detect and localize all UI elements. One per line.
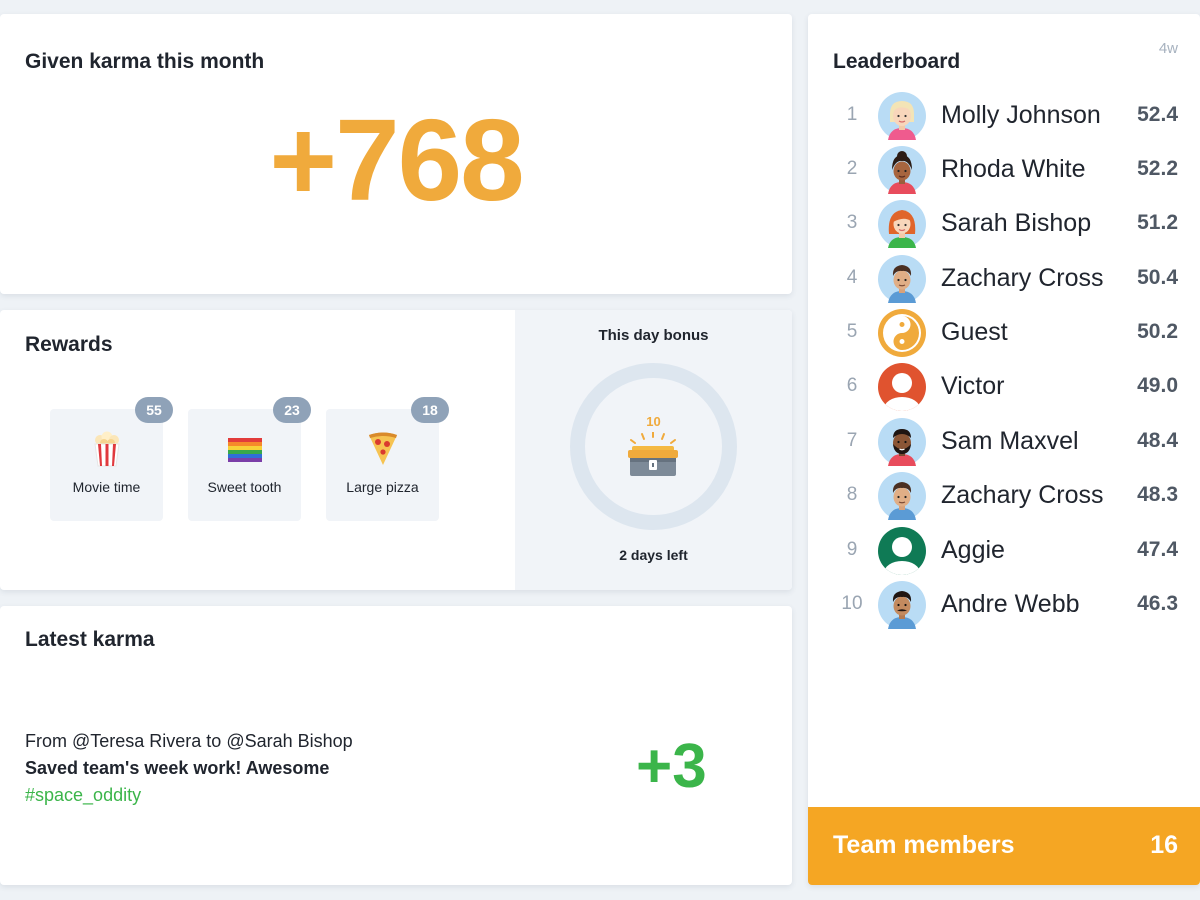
leaderboard-row[interactable]: 6 Victor 49.0 [808, 360, 1200, 414]
karma-value: +768 [269, 95, 524, 225]
pizza-icon [326, 431, 439, 467]
member-score: 50.2 [1137, 320, 1178, 343]
member-score: 50.4 [1137, 266, 1178, 289]
reward-label: Sweet tooth [207, 479, 282, 495]
member-score: 52.4 [1137, 103, 1178, 126]
leaderboard-card: Leaderboard 4w 1 Molly Johnson 52.4 2 [808, 14, 1200, 885]
reward-count-badge: 23 [273, 397, 311, 423]
member-score: 52.2 [1137, 157, 1178, 180]
member-name: Sarah Bishop [941, 209, 1092, 237]
popcorn-icon [50, 431, 163, 467]
default-user-red [878, 363, 926, 411]
latest-karma-card: Latest karma From @Teresa Rivera to @Sar… [0, 606, 792, 885]
leaderboard-row[interactable]: 9 Aggie 47.4 [808, 524, 1200, 578]
rank: 3 [846, 212, 858, 233]
team-members-count: 16 [1150, 831, 1178, 859]
rainbow-flag-icon [188, 431, 301, 467]
member-score: 48.4 [1137, 429, 1178, 452]
member-score: 47.4 [1137, 538, 1178, 561]
default-user-green [878, 527, 926, 575]
rank: 9 [846, 539, 858, 560]
reward-count-badge: 55 [135, 397, 173, 423]
yin-yang-icon [878, 309, 926, 357]
member-score: 46.3 [1137, 592, 1178, 615]
karma-title: Given karma this month [25, 50, 265, 73]
avatar-mustache-man [878, 581, 926, 629]
member-name: Victor [941, 372, 1005, 400]
avatar-bearded-man [878, 418, 926, 466]
bonus-amount: 10 [646, 414, 661, 429]
rank: 5 [846, 321, 858, 342]
reward-count-badge: 18 [411, 397, 449, 423]
karma-from-to: From @Teresa Rivera to @Sarah Bishop [25, 731, 353, 751]
member-name: Andre Webb [941, 590, 1080, 618]
member-name: Zachary Cross [941, 481, 1104, 509]
reward-sweet-tooth[interactable]: Sweet tooth 23 [188, 397, 311, 521]
bonus-title: This day bonus [598, 327, 709, 344]
leaderboard-row[interactable]: 1 Molly Johnson 52.4 [808, 89, 1200, 143]
rank: 2 [846, 158, 858, 179]
member-score: 51.2 [1137, 211, 1178, 234]
bonus-time-left: 2 days left [619, 547, 688, 563]
team-members-bar[interactable]: Team members 16 [808, 807, 1200, 885]
karma-points: +3 [636, 732, 707, 801]
rank: 4 [846, 267, 858, 288]
rank: 7 [846, 430, 858, 451]
leaderboard-row[interactable]: 5 Guest 50.2 [808, 306, 1200, 360]
rank: 10 [841, 593, 863, 614]
member-name: Molly Johnson [941, 101, 1101, 129]
leaderboard-row[interactable]: 8 Zachary Cross 48.3 [808, 469, 1200, 523]
member-name: Zachary Cross [941, 264, 1104, 292]
reward-label: Movie time [72, 479, 141, 495]
rewards-title: Rewards [25, 333, 113, 356]
member-name: Aggie [941, 536, 1005, 564]
rewards-card: Rewards Movie time 55 [0, 310, 792, 590]
leaderboard-period[interactable]: 4w [1158, 40, 1178, 57]
rank: 8 [846, 484, 858, 505]
avatar-redhead-woman [878, 200, 926, 248]
avatar-dark-haired-woman [878, 146, 926, 194]
leaderboard-row[interactable]: 4 Zachary Cross 50.4 [808, 252, 1200, 306]
leaderboard-title: Leaderboard [833, 50, 961, 73]
treasure-chest-icon [622, 431, 684, 483]
team-members-label: Team members [833, 831, 1015, 859]
karma-card: Given karma this month +768 [0, 14, 792, 294]
member-name: Guest [941, 318, 1008, 346]
leaderboard-row[interactable]: 2 Rhoda White 52.2 [808, 143, 1200, 197]
reward-label: Large pizza [346, 479, 419, 495]
member-name: Sam Maxvel [941, 427, 1079, 455]
karma-message: Saved team's week work! Awesome [25, 758, 330, 778]
leaderboard-row[interactable]: 10 Andre Webb 46.3 [808, 578, 1200, 632]
leaderboard-row[interactable]: 7 Sam Maxvel 48.4 [808, 415, 1200, 469]
member-score: 49.0 [1137, 374, 1178, 397]
member-name: Rhoda White [941, 155, 1086, 183]
rank: 6 [846, 375, 858, 396]
karma-hashtag[interactable]: #space_oddity [25, 785, 142, 805]
leaderboard-row[interactable]: 3 Sarah Bishop 51.2 [808, 197, 1200, 251]
day-bonus-panel[interactable]: This day bonus 10 2 days left [515, 310, 792, 590]
avatar-man [878, 472, 926, 520]
reward-movie-time[interactable]: Movie time 55 [50, 397, 173, 521]
reward-large-pizza[interactable]: Large pizza 18 [326, 397, 449, 521]
member-score: 48.3 [1137, 483, 1178, 506]
avatar-blonde-woman [878, 92, 926, 140]
latest-karma-title: Latest karma [25, 628, 155, 651]
avatar-man [878, 255, 926, 303]
rank: 1 [846, 104, 858, 125]
